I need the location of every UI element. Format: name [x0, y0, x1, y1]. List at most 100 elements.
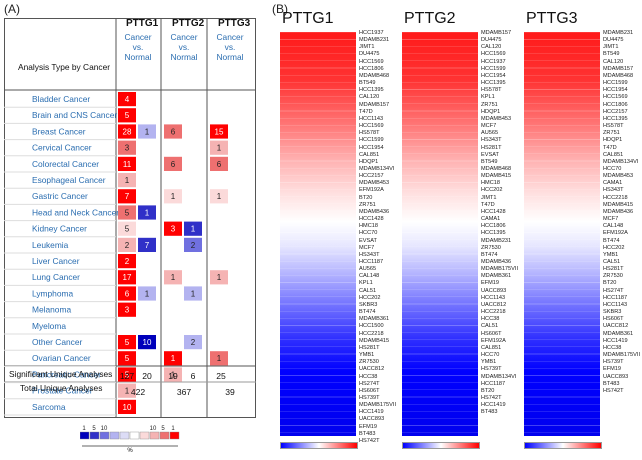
- total-count: 422: [131, 387, 146, 397]
- cell-count: 6: [125, 289, 130, 298]
- cell-count: 1: [191, 225, 196, 234]
- oncomine-cell: [118, 367, 136, 382]
- legend-swatch: [99, 431, 110, 440]
- heatmap-title-pttg1: PTTG1: [282, 10, 334, 27]
- cancer-row-label: Prostate Cancer: [32, 386, 93, 396]
- panel-a-label: (A): [4, 2, 20, 16]
- oncomine-legend: 1 5 10 10 5 1%: [80, 426, 180, 454]
- expression-heatmap-pttg1: [280, 32, 356, 436]
- legend-swatch: [80, 431, 90, 440]
- cell-count: 1: [171, 192, 176, 201]
- cancer-row-label: Lymphoma: [32, 288, 73, 298]
- heatmap-color-scale: [402, 442, 480, 449]
- table-frame: [4, 18, 256, 418]
- cell-count: 1: [217, 144, 222, 153]
- cell-line-list-pttg2: MDAMB157 DU4475 CAL120 HCC1569 HCC1937 H…: [481, 30, 518, 416]
- cell-count: 1: [125, 387, 130, 396]
- cell-count: 5: [125, 225, 130, 234]
- oncomine-cell: [138, 205, 156, 220]
- cell-count: 1: [171, 273, 176, 282]
- cell-count: 11: [123, 160, 132, 169]
- oncomine-cell: [164, 189, 182, 204]
- oncomine-cell: [118, 221, 136, 236]
- cell-count: 1: [125, 176, 130, 185]
- cell-count: 1: [171, 370, 176, 379]
- legend-value: 5: [92, 426, 96, 432]
- cancer-row-label: Brain and CNS Cancer: [32, 110, 117, 120]
- legend-swatch: [129, 431, 140, 440]
- cell-count: 2: [125, 241, 130, 250]
- cell-count: 1: [145, 289, 150, 298]
- oncomine-cell: [118, 270, 136, 285]
- cell-count: 1: [217, 192, 222, 201]
- oncomine-cell: [118, 108, 136, 123]
- cancer-row-label: Other Cancer: [32, 337, 82, 347]
- cancer-row-label: Gastric Cancer: [32, 191, 88, 201]
- significant-count: 6: [191, 371, 196, 381]
- total-count: 367: [177, 387, 192, 397]
- significant-label: Significant Unique Analyses: [9, 369, 113, 379]
- cancer-row-label: Cervical Cancer: [32, 143, 92, 153]
- heatmap-panel: PTTG1 HCC1937 MDAMB231 JIMT1 DU4475 HCC15…: [268, 8, 640, 458]
- oncomine-cell: [184, 237, 202, 252]
- oncomine-cell: [118, 335, 136, 350]
- cancer-row-label: Sarcoma: [32, 402, 66, 412]
- cell-count: 6: [171, 127, 176, 136]
- cell-count: 3: [125, 306, 130, 315]
- legend-value: 5: [161, 426, 165, 432]
- cancer-row-label: Lung Cancer: [32, 272, 80, 282]
- cancer-vs-normal-pttg1: vs.: [133, 42, 144, 52]
- heatmap-color-scale: [280, 442, 358, 449]
- cancer-row-label: Liver Cancer: [32, 256, 80, 266]
- gene-header-pttg3: PTTG3: [218, 18, 251, 29]
- expression-heatmap-pttg3: [524, 32, 600, 436]
- heatmap-color-scale: [524, 442, 602, 449]
- legend-value: 1: [171, 426, 175, 432]
- panel-b-label: (B): [272, 2, 288, 16]
- gene-header-pttg1: PTTG1: [126, 18, 159, 29]
- legend-value: 10: [101, 426, 108, 432]
- cancer-row-label: Ovarian Cancer: [32, 353, 91, 363]
- cancer-vs-normal-pttg1: Normal: [125, 52, 152, 62]
- cell-count: 1: [191, 289, 196, 298]
- oncomine-cell: [118, 351, 136, 366]
- legend-swatch: [149, 431, 160, 440]
- cell-count: 6: [171, 160, 176, 169]
- cell-count: 5: [125, 208, 130, 217]
- cell-count: 10: [143, 338, 152, 347]
- cancer-row-label: Head and Neck Cancer: [32, 207, 119, 217]
- cancer-vs-normal-pttg2: vs.: [179, 42, 190, 52]
- oncomine-cell: [118, 205, 136, 220]
- cancer-vs-normal-pttg2: Cancer: [171, 32, 198, 42]
- oncomine-cell: [164, 221, 182, 236]
- oncomine-cell: [164, 270, 182, 285]
- cell-line-list-pttg3: MDAMB231 DU4475 JIMT1 BT549 CAL120 MDAMB…: [603, 30, 640, 394]
- cell-count: 5: [125, 354, 130, 363]
- legend-swatch: [109, 431, 120, 440]
- cell-count: 10: [123, 403, 132, 412]
- oncomine-cell: [118, 156, 136, 171]
- total-count: 39: [225, 387, 235, 397]
- oncomine-cell: [118, 286, 136, 301]
- cell-count: 4: [125, 95, 130, 104]
- oncomine-cell: [118, 173, 136, 188]
- expression-heatmap-pttg2: [402, 32, 478, 436]
- cancer-row-label: Leukemia: [32, 240, 69, 250]
- legend-swatch: [89, 431, 100, 440]
- cell-count: 1: [145, 127, 150, 136]
- oncomine-cell: [138, 237, 156, 252]
- legend-value: 10: [150, 426, 157, 432]
- cell-count: 5: [125, 370, 130, 379]
- cancer-row-label: Bladder Cancer: [32, 94, 90, 104]
- cell-line-list-pttg1: HCC1937 MDAMB231 JIMT1 DU4475 HCC1569 HC…: [359, 30, 396, 444]
- cell-count: 28: [123, 127, 132, 136]
- cancer-row-label: Kidney Cancer: [32, 224, 87, 234]
- cell-count: 5: [125, 111, 130, 120]
- oncomine-cell: [210, 351, 228, 366]
- legend-swatch: [169, 431, 180, 440]
- oncomine-cell: [164, 367, 182, 382]
- cancer-row-label: Breast Cancer: [32, 126, 86, 136]
- oncomine-cell: [164, 124, 182, 139]
- cell-count: 7: [125, 192, 130, 201]
- significant-count: 25: [216, 371, 226, 381]
